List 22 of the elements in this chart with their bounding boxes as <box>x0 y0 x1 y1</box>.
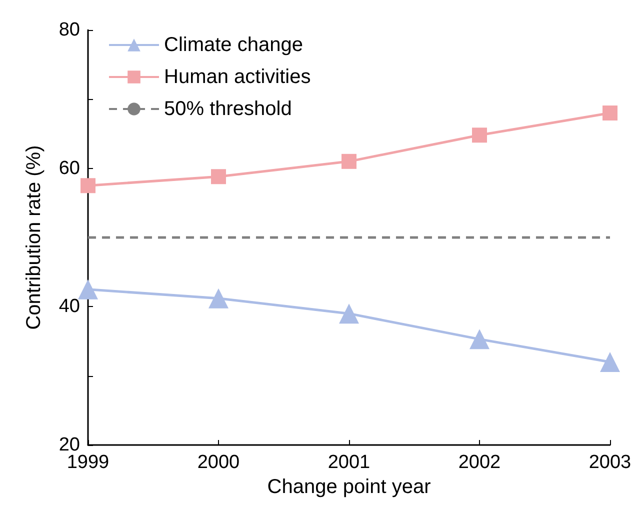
point <box>208 288 228 308</box>
point <box>472 128 487 143</box>
y-tick-label: 60 <box>58 158 80 179</box>
legend-label: Climate change <box>164 34 303 56</box>
point <box>78 279 98 300</box>
x-tick-label: 2001 <box>328 452 370 473</box>
point <box>80 178 96 194</box>
x-tick-label: 2000 <box>197 452 240 473</box>
x-axis-title: Change point year <box>267 476 432 498</box>
y-axis-title: Contribution rate (%) <box>23 145 45 330</box>
y-tick-label: 40 <box>58 296 80 318</box>
point <box>470 329 490 350</box>
point <box>211 169 226 184</box>
legend-label: 50% threshold <box>164 98 292 120</box>
legend-label: Human activities <box>164 66 311 88</box>
point <box>342 154 356 169</box>
point <box>602 106 618 120</box>
point <box>339 304 359 324</box>
y-tick-label: 80 <box>58 20 80 40</box>
x-tick-label: 2003 <box>588 452 632 473</box>
point <box>600 352 620 372</box>
x-tick-label: 2002 <box>458 452 501 473</box>
